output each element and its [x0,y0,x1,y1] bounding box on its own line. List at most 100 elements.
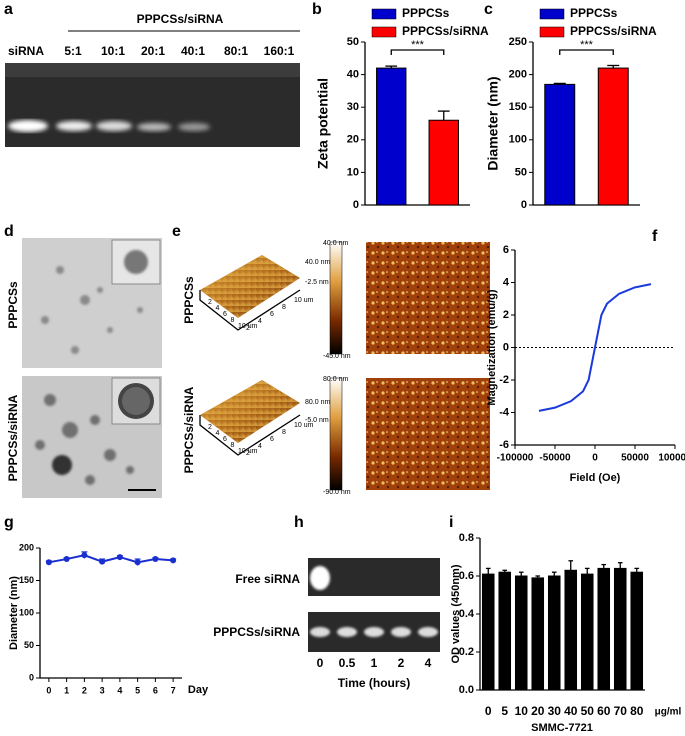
x-tick-label: 0 [592,453,598,464]
panel-label: f [652,228,658,245]
bar [597,67,629,206]
y-tick-label: 50 [347,36,359,48]
x-tick-label: -100000 [497,453,534,464]
y-tick-label: 0 [521,199,527,211]
bar [547,575,561,691]
y-tick-label: -4 [499,406,510,418]
row-label: Free siRNA [235,572,300,586]
lane-label: 0.5 [339,656,356,670]
x-tick-label: 70 [614,704,628,718]
lane-label: 0 [317,656,324,670]
xy-tick: 8 [282,304,286,311]
bar [544,83,576,206]
lane-labels: siRNA 5:1 10:1 20:1 40:1 80:1 160:1 [8,44,295,58]
lane-labels: 0 0.5 1 2 4 [317,656,432,670]
lane-label: 10:1 [101,44,125,58]
legend-swatch [371,8,397,20]
data-line [538,283,652,412]
y-tick-label: 0.6 [459,570,474,582]
legend-label: PPPCSs/siRNA [402,24,489,38]
row-label: PPPCSs/siRNA [182,386,196,473]
panel-label: b [312,1,322,18]
y-tick-label: 100 [509,134,527,146]
xy-tick: 4 [216,305,220,312]
lane-label: 2 [398,656,405,670]
xy-tick: 8 [231,442,235,449]
colorbar-label: -45.0 nm [323,353,351,360]
x-tick-label: 10 [515,704,529,718]
lane-label: 20:1 [141,44,165,58]
y-tick-label: 150 [19,575,34,585]
xy-tick: 10 um [238,448,258,455]
xy-tick: 4 [258,318,262,325]
y-tick-label: 0 [503,341,509,353]
bar [376,67,407,206]
x-axis-label: SMMC-7721 [531,722,593,734]
lane-label: 40:1 [181,44,205,58]
legend-swatch [371,26,397,38]
xy-tick: 2 [208,424,212,431]
lane-label: 1 [371,656,378,670]
y-tick-label: 100 [19,607,34,617]
x-tick-label: 20 [531,704,545,718]
x-tick-label: 50000 [621,453,649,464]
x-tick-label: -50000 [539,453,571,464]
y-tick-label: 200 [509,69,527,81]
x-unit: μg/ml [655,707,682,718]
x-tick-label: 0 [485,704,492,718]
y-tick-label: 2 [503,309,509,321]
afm-image [366,242,490,354]
panel-label: i [449,514,453,531]
z-tick: -2.5 nm [305,279,329,286]
panel-label: a [4,1,13,18]
marker [99,558,106,565]
bar [564,569,578,691]
x-tick-label: 3 [100,685,105,695]
xy-tick: 8 [282,429,286,436]
gel-bands [8,120,210,132]
colorbar [329,377,343,491]
y-axis-label: Diameter (nm) [8,576,20,650]
bar [428,119,459,206]
panel-label: g [4,514,14,531]
panel-label: h [294,514,304,531]
gel-bands [310,566,438,637]
marker [45,559,52,566]
y-axis-label: Zeta potential [315,78,331,169]
bar [580,573,594,691]
colorbar-label: 80.0 nm [323,376,348,383]
xy-tick: 6 [223,436,227,443]
marker [134,559,141,566]
axes [39,548,182,679]
xy-tick: 2 [246,450,250,457]
y-tick-label: 50 [515,166,527,178]
y-tick-label: 0.0 [459,684,474,696]
lane-label: 5:1 [64,44,82,58]
y-tick-label: 30 [347,101,359,113]
bar [514,575,528,691]
x-tick-label: 4 [117,685,122,695]
y-tick-label: 50 [24,640,34,650]
xy-tick: 10 um [238,323,258,330]
x-tick-label: 50 [581,704,595,718]
xy-tick: 4 [258,443,262,450]
xy-tick: 4 [216,430,220,437]
y-tick-label: 0.4 [459,608,475,620]
y-tick-label: -2 [499,374,509,386]
marker [81,552,88,559]
xy-tick: 2 [246,325,250,332]
x-axis-label: Time (hours) [338,676,410,690]
bar [531,577,545,691]
y-tick-label: 0.8 [459,532,474,544]
y-tick-label: -6 [499,439,509,451]
x-tick-label: 0 [46,685,51,695]
lane-label: siRNA [8,44,44,58]
marker [63,556,70,563]
bar [498,571,512,691]
gel-wells [5,63,300,77]
significance-label: *** [580,39,594,51]
x-tick-label: 80 [630,704,644,718]
y-tick-label: 4 [503,276,510,288]
xy-tick: 6 [223,311,227,318]
